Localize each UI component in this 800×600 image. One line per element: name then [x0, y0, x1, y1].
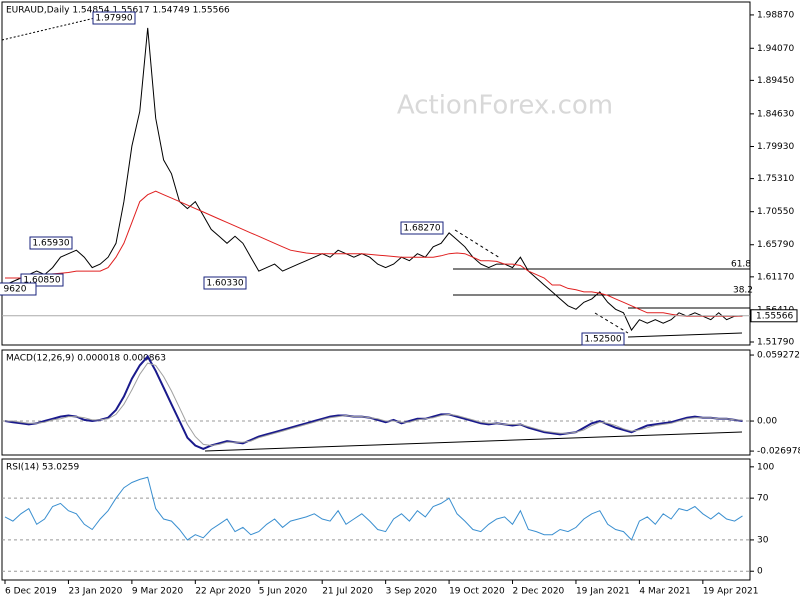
y-tick-label: 1.94070: [757, 44, 794, 54]
x-tick-label: 19 Jan 2021: [576, 587, 630, 597]
panel-frame: [1, 1, 751, 346]
y-tick-label: 1.61170: [757, 272, 794, 282]
x-tick-label: 5 Jun 2020: [259, 587, 308, 597]
panel-title: EURAUD,Daily 1.54854 1.55617 1.54749 1.5…: [6, 6, 230, 16]
trendline: [594, 312, 629, 334]
annotation: 1.97990: [95, 14, 132, 24]
x-tick-label: 4 Mar 2021: [639, 587, 690, 597]
annotation: 61.8: [731, 260, 751, 270]
trendline: [204, 431, 743, 452]
annotation-box: [92, 11, 136, 25]
panel-title: RSI(14) 53.0259: [6, 463, 79, 473]
trendline: [627, 332, 743, 338]
series-line: [4, 27, 743, 332]
x-tick-label: 3 Sep 2020: [386, 587, 438, 597]
y-tick-label: 1.98870: [757, 10, 794, 20]
annotation: 1.60330: [206, 279, 243, 289]
y-tick-label: 30: [757, 535, 769, 545]
drawings: [1, 17, 750, 452]
watermark: ActionForex.com: [397, 91, 613, 121]
annotation-box: [29, 236, 73, 250]
series-line: [4, 476, 743, 541]
y-tick-label: 1.65790: [757, 240, 794, 250]
x-tick-label: 6 Dec 2019: [5, 587, 57, 597]
y-tick-label: 1.51790: [757, 338, 794, 348]
x-tick-label: 21 Jul 2020: [322, 587, 373, 597]
annotation: 1.65930: [32, 239, 69, 249]
y-tick-label: 1.75310: [757, 174, 794, 184]
y-tick-label: 1.84630: [757, 109, 794, 119]
panel-frame: [1, 349, 751, 456]
annotation: 1.60850: [23, 276, 60, 286]
series-line: [5, 190, 743, 317]
x-tick-label: 22 Apr 2020: [195, 587, 251, 597]
annotation-box: [203, 276, 247, 290]
annotation: 1.68270: [403, 224, 440, 234]
annotation-box: [581, 332, 625, 346]
x-tick-label: 23 Jan 2020: [68, 587, 122, 597]
annotation-box: [400, 221, 444, 235]
y-tick-label: 0.059272: [757, 351, 800, 361]
x-tick-label: 19 Apr 2021: [703, 587, 759, 597]
annotation: 38.2: [733, 286, 753, 296]
y-tick-label: 1.70550: [757, 207, 794, 217]
series-line: [5, 362, 743, 447]
series-line: [4, 354, 743, 450]
annotation: 9620: [4, 285, 27, 295]
y-tick-label: 1.79930: [757, 142, 794, 152]
y-tick-label: 1.89450: [757, 76, 794, 86]
y-tick-label: 70: [757, 494, 769, 504]
y-tick-label: 100: [757, 462, 774, 472]
panel-frame: [1, 458, 751, 581]
annotation-box: [0, 282, 37, 296]
trendline: [454, 229, 501, 259]
y-tick-label: -0.026978: [757, 447, 800, 457]
x-tick-label: 9 Mar 2020: [132, 587, 184, 597]
last-price-box: [750, 309, 798, 323]
last-price-label: 1.55566: [756, 311, 793, 321]
y-tick-label: 0: [757, 567, 763, 577]
x-tick-label: 19 Oct 2020: [449, 587, 505, 597]
x-tick-label: 2 Dec 2020: [513, 587, 565, 597]
y-tick-label: 0.00: [757, 417, 777, 427]
annotation: 1.52500: [584, 335, 621, 345]
panel-title: MACD(12,26,9) 0.000018 0.000863: [6, 354, 166, 364]
